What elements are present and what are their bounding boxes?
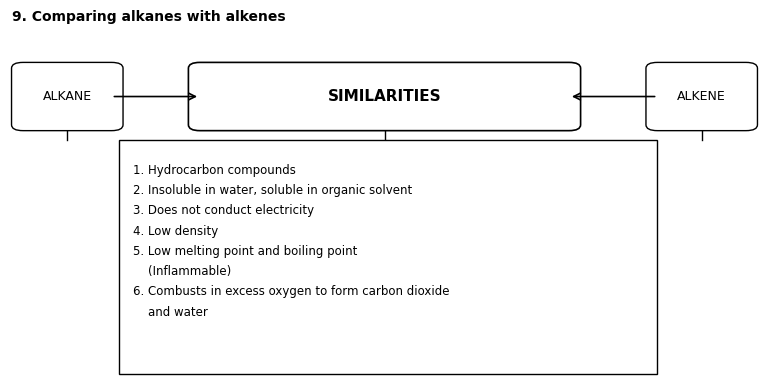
Text: 6. Combusts in excess oxygen to form carbon dioxide: 6. Combusts in excess oxygen to form car… (133, 285, 450, 298)
Text: 4. Low density: 4. Low density (133, 225, 218, 238)
FancyBboxPatch shape (188, 62, 581, 131)
FancyBboxPatch shape (646, 62, 757, 131)
Text: 9. Comparing alkanes with alkenes: 9. Comparing alkanes with alkenes (12, 10, 285, 24)
Text: 3. Does not conduct electricity: 3. Does not conduct electricity (133, 204, 315, 217)
Text: ALKENE: ALKENE (677, 90, 726, 103)
Text: and water: and water (133, 306, 208, 319)
Text: SIMILARITIES: SIMILARITIES (328, 89, 441, 104)
Text: ALKANE: ALKANE (43, 90, 92, 103)
Text: 1. Hydrocarbon compounds: 1. Hydrocarbon compounds (133, 164, 296, 177)
Text: 5. Low melting point and boiling point: 5. Low melting point and boiling point (133, 245, 358, 258)
Text: 2. Insoluble in water, soluble in organic solvent: 2. Insoluble in water, soluble in organi… (133, 184, 412, 197)
Text: (Inflammable): (Inflammable) (133, 265, 231, 278)
FancyBboxPatch shape (12, 62, 123, 131)
FancyBboxPatch shape (119, 140, 657, 374)
